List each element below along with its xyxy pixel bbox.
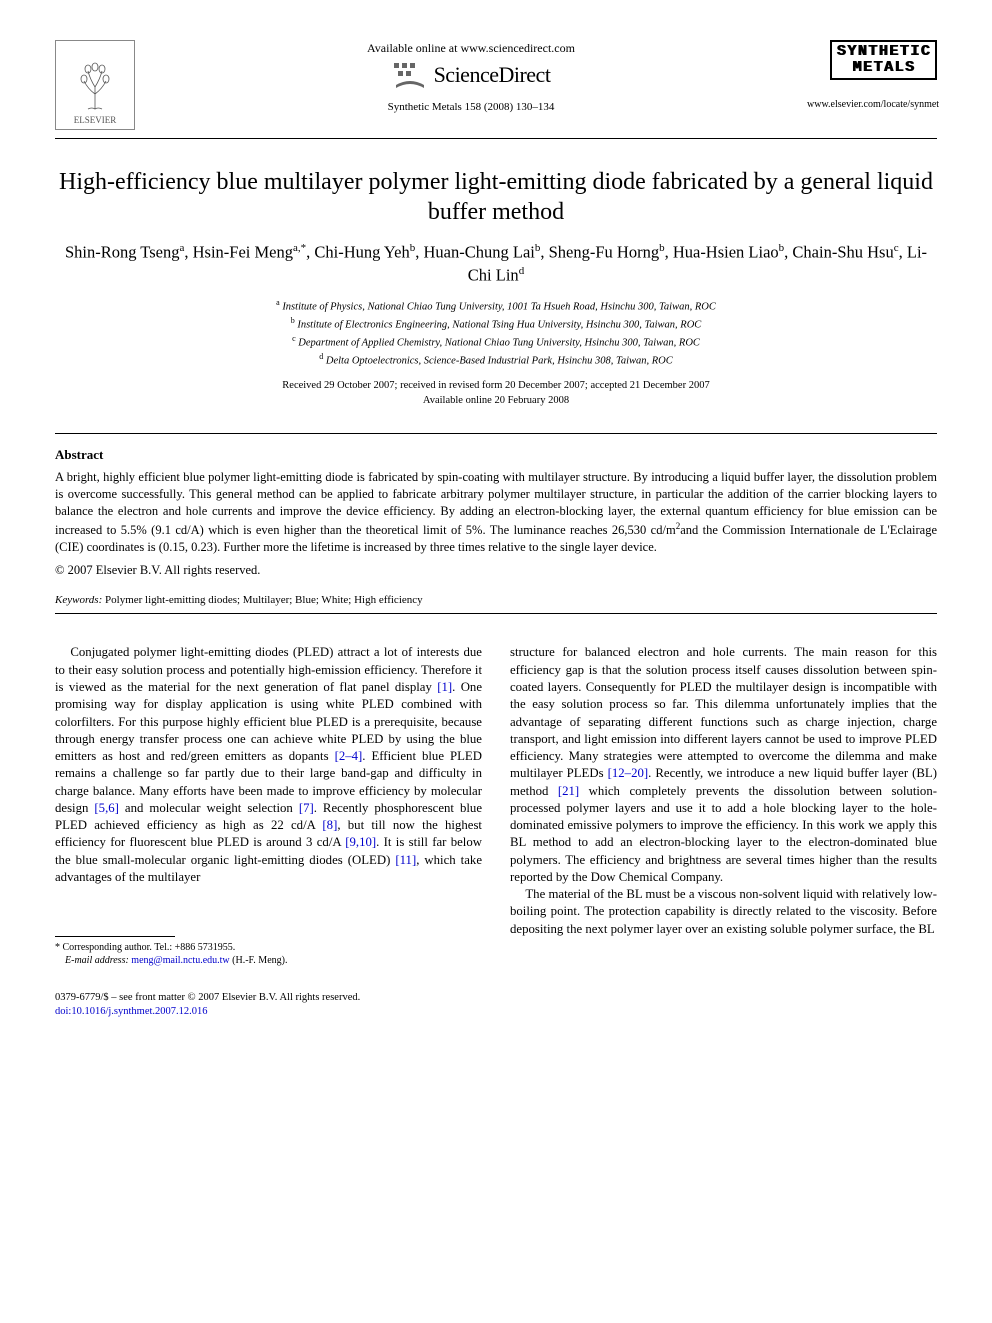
- authors-list: Shin-Rong Tsenga, Hsin-Fei Menga,*, Chi-…: [55, 241, 937, 287]
- sciencedirect-brand: ScienceDirect: [155, 60, 787, 90]
- sciencedirect-text: ScienceDirect: [434, 60, 551, 90]
- affiliation-d: d Delta Optoelectronics, Science-Based I…: [55, 351, 937, 369]
- footnote-rule: [55, 936, 175, 937]
- footer-block: 0379-6779/$ – see front matter © 2007 El…: [55, 991, 937, 1019]
- synthetic-metals-logo: SYNTHETIC METALS: [830, 40, 937, 80]
- footer-copyright: 0379-6779/$ – see front matter © 2007 El…: [55, 991, 937, 1005]
- body-para-1-cont: structure for balanced electron and hole…: [510, 644, 937, 886]
- affiliation-b: b Institute of Electronics Engineering, …: [55, 315, 937, 333]
- keywords-line: Keywords: Polymer light-emitting diodes;…: [55, 593, 937, 608]
- available-online-text: Available online at www.sciencedirect.co…: [155, 40, 787, 56]
- elsevier-tree-icon: [70, 59, 120, 114]
- body-columns: Conjugated polymer light-emitting diodes…: [55, 644, 937, 967]
- article-dates: Received 29 October 2007; received in re…: [55, 379, 937, 408]
- affiliation-c: c Department of Applied Chemistry, Natio…: [55, 333, 937, 351]
- keywords-rule: [55, 613, 937, 614]
- affiliation-a: a Institute of Physics, National Chiao T…: [55, 297, 937, 315]
- abstract-body: A bright, highly efficient blue polymer …: [55, 469, 937, 556]
- footnote-email-line: E-mail address: meng@mail.nctu.edu.tw (H…: [55, 954, 482, 967]
- footnote-email-address[interactable]: meng@mail.nctu.edu.tw: [131, 955, 229, 966]
- journal-logo-block: SYNTHETIC METALS www.elsevier.com/locate…: [807, 40, 937, 111]
- abstract-top-rule: [55, 433, 937, 434]
- keywords-text: Polymer light-emitting diodes; Multilaye…: [105, 594, 423, 606]
- dates-online: Available online 20 February 2008: [55, 394, 937, 409]
- header-rule: [55, 138, 937, 139]
- journal-url: www.elsevier.com/locate/synmet: [807, 98, 937, 112]
- footer-doi[interactable]: doi:10.1016/j.synthmet.2007.12.016: [55, 1005, 937, 1019]
- footnote-email-label: E-mail address:: [65, 955, 129, 966]
- elsevier-logo: ELSEVIER: [55, 40, 135, 130]
- dates-received: Received 29 October 2007; received in re…: [55, 379, 937, 394]
- abstract-heading: Abstract: [55, 446, 937, 464]
- body-para-2: The material of the BL must be a viscous…: [510, 886, 937, 938]
- header-center: Available online at www.sciencedirect.co…: [135, 40, 807, 115]
- affiliations: a Institute of Physics, National Chiao T…: [55, 297, 937, 370]
- footnote-corresponding: * Corresponding author. Tel.: +886 57319…: [55, 941, 482, 954]
- footnote-email-tail: (H.-F. Meng).: [232, 955, 287, 966]
- keywords-label: Keywords:: [55, 594, 102, 606]
- abstract-copyright: © 2007 Elsevier B.V. All rights reserved…: [55, 562, 937, 579]
- body-para-1: Conjugated polymer light-emitting diodes…: [55, 644, 482, 886]
- elsevier-name: ELSEVIER: [74, 114, 117, 126]
- article-title: High-efficiency blue multilayer polymer …: [55, 167, 937, 227]
- journal-logo-line2: METALS: [852, 59, 915, 76]
- journal-logo-line1: SYNTHETIC: [836, 43, 931, 60]
- header-row: ELSEVIER Available online at www.science…: [55, 40, 937, 130]
- journal-reference: Synthetic Metals 158 (2008) 130–134: [155, 100, 787, 115]
- sciencedirect-icon: [392, 60, 428, 90]
